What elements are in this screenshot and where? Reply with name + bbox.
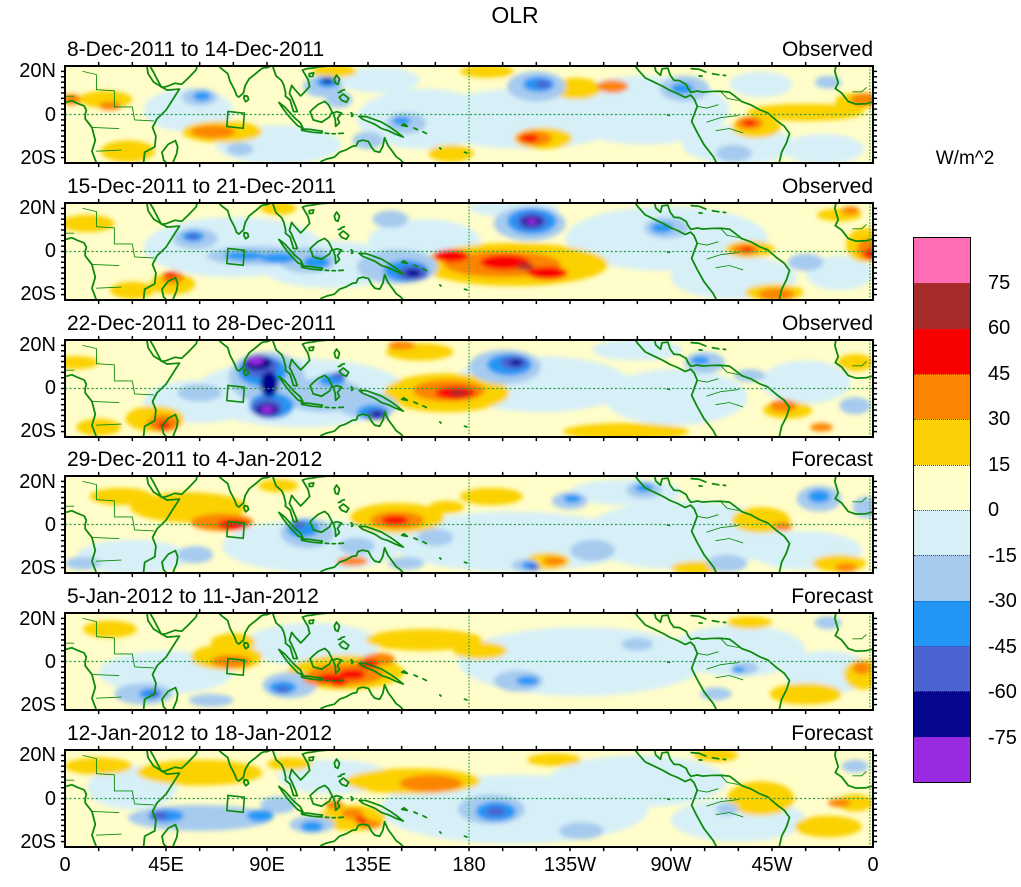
map-svg-panel-4 bbox=[65, 476, 873, 573]
panel-4: 29-Dec-2011 to 4-Jan-2012 Forecast bbox=[65, 446, 873, 576]
panel-3: 22-Dec-2011 to 28-Dec-2011 Observed bbox=[65, 310, 873, 440]
x-axis-label: 90E bbox=[249, 854, 285, 876]
panel-date-label: 5-Jan-2012 to 11-Jan-2012 bbox=[67, 585, 319, 609]
colorbar-tick-label: 45 bbox=[988, 362, 1011, 385]
y-axis-label: 20S bbox=[20, 693, 56, 716]
y-axis-label: 20S bbox=[20, 146, 56, 169]
panel-type-label: Observed bbox=[781, 38, 873, 61]
panel-type-label: Observed bbox=[781, 311, 873, 335]
y-axis-label: 20N bbox=[19, 470, 56, 493]
y-axis-label: 20S bbox=[20, 557, 56, 579]
index-region-box bbox=[227, 385, 245, 402]
y-axis-label: 0 bbox=[44, 240, 56, 263]
y-axis-label: 0 bbox=[44, 103, 56, 126]
x-axis-label: 180 bbox=[452, 854, 486, 876]
x-axis-label: 135E bbox=[344, 854, 392, 876]
x-axis-label: 45W bbox=[751, 854, 793, 876]
colorbar-tick-label: -15 bbox=[988, 544, 1017, 567]
colorbar-cell bbox=[914, 736, 970, 782]
index-region-box bbox=[227, 248, 245, 265]
x-axis-label: 0 bbox=[59, 854, 71, 876]
y-axis-label: 20N bbox=[19, 197, 56, 220]
x-axis-label: 90W bbox=[650, 854, 692, 876]
y-axis-label: 0 bbox=[44, 513, 56, 536]
colorbar-cell bbox=[914, 464, 970, 510]
chart-title: OLR bbox=[491, 2, 539, 28]
index-region-box bbox=[227, 659, 245, 676]
colorbar-cell bbox=[914, 691, 970, 737]
colorbar-cell bbox=[914, 373, 970, 420]
y-axis-label: 20S bbox=[20, 283, 56, 306]
panel-2: 15-Dec-2011 to 21-Dec-2011 Observed bbox=[65, 173, 873, 303]
x-axis-label: 135W bbox=[543, 854, 597, 876]
colorbar-tick-label: 15 bbox=[988, 453, 1011, 476]
colorbar-tick-label: 30 bbox=[988, 408, 1011, 430]
panel-header: 15-Dec-2011 to 21-Dec-2011 Observed bbox=[67, 175, 873, 202]
y-axis-label: 20N bbox=[19, 333, 56, 356]
panel-type-label: Forecast bbox=[791, 448, 873, 472]
colorbar-cell bbox=[914, 238, 970, 284]
colorbar-tick-label: -75 bbox=[988, 726, 1017, 749]
panel-1: 8-Dec-2011 to 14-Dec-2011 Observed bbox=[65, 36, 873, 166]
colorbar-tick-label: 0 bbox=[988, 499, 1000, 521]
x-axis-label: 0 bbox=[867, 854, 879, 876]
panel-6: 12-Jan-2012 to 18-Jan-2012 Forecast bbox=[65, 720, 873, 850]
colorbar-cell bbox=[914, 283, 970, 329]
panel-date-label: 12-Jan-2012 to 18-Jan-2012 bbox=[67, 722, 333, 745]
colorbar-cell bbox=[914, 509, 970, 556]
colorbar-tick-label: -45 bbox=[988, 635, 1017, 658]
colorbar-cell bbox=[914, 600, 970, 646]
map-svg-panel-2 bbox=[65, 203, 873, 300]
colorbar-cell bbox=[914, 645, 970, 692]
colorbar-tick-label: -60 bbox=[988, 681, 1017, 703]
y-axis-label: 20N bbox=[19, 607, 56, 630]
y-axis-label: 20S bbox=[20, 830, 56, 853]
panel-date-label: 29-Dec-2011 to 4-Jan-2012 bbox=[67, 448, 323, 472]
colorbar-unit-label: W/m^2 bbox=[935, 148, 995, 169]
y-axis-label: 20S bbox=[20, 420, 56, 443]
panel-date-label: 8-Dec-2011 to 14-Dec-2011 bbox=[67, 38, 325, 61]
index-region-box bbox=[227, 522, 245, 539]
panel-header: 29-Dec-2011 to 4-Jan-2012 Forecast bbox=[67, 448, 873, 475]
panel-type-label: Forecast bbox=[791, 585, 873, 609]
panel-type-label: Observed bbox=[781, 174, 873, 198]
colorbar-cell bbox=[914, 328, 970, 374]
colorbar-tick-label: 75 bbox=[988, 271, 1011, 294]
panel-header: 5-Jan-2012 to 11-Jan-2012 Forecast bbox=[67, 585, 873, 612]
colorbar bbox=[913, 237, 971, 783]
panel-header: 12-Jan-2012 to 18-Jan-2012 Forecast bbox=[67, 722, 873, 749]
panel-header: 22-Dec-2011 to 28-Dec-2011 Observed bbox=[67, 312, 873, 339]
x-axis-label: 45E bbox=[148, 854, 184, 876]
y-axis-label: 0 bbox=[44, 787, 56, 810]
panel-date-label: 15-Dec-2011 to 21-Dec-2011 bbox=[67, 174, 336, 198]
panel-5: 5-Jan-2012 to 11-Jan-2012 Forecast bbox=[65, 583, 873, 713]
map-svg-panel-3 bbox=[65, 340, 873, 437]
y-axis-label: 0 bbox=[44, 377, 56, 400]
colorbar-tick-label: -30 bbox=[988, 590, 1017, 612]
map-svg-panel-5 bbox=[65, 613, 873, 710]
panel-date-label: 22-Dec-2011 to 28-Dec-2011 bbox=[67, 311, 336, 335]
index-region-box bbox=[227, 795, 245, 812]
y-axis-label: 0 bbox=[44, 650, 56, 673]
panel-header: 8-Dec-2011 to 14-Dec-2011 Observed bbox=[67, 38, 873, 65]
map-svg-panel-1 bbox=[65, 66, 873, 163]
colorbar-cell bbox=[914, 419, 970, 465]
y-axis-label: 20N bbox=[19, 744, 56, 767]
colorbar-cell bbox=[914, 555, 970, 601]
y-axis-label: 20N bbox=[19, 60, 56, 83]
index-region-box bbox=[227, 111, 245, 128]
panel-type-label: Forecast bbox=[791, 722, 873, 745]
colorbar-tick-label: 60 bbox=[988, 317, 1011, 339]
map-svg-panel-6 bbox=[65, 750, 873, 847]
